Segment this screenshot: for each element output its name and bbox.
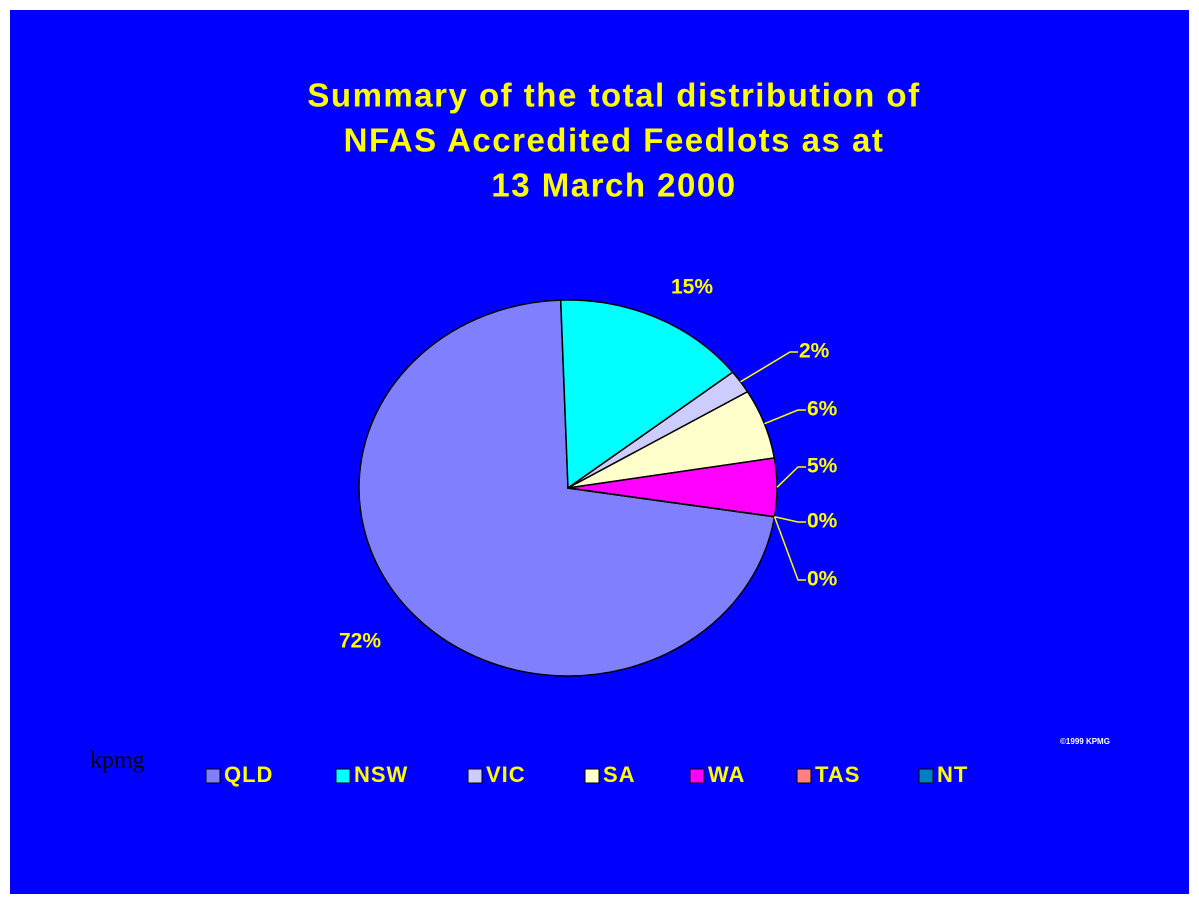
- brand: kpmg: [90, 748, 145, 774]
- leader-line: [774, 516, 806, 523]
- leader-line: [764, 409, 806, 425]
- pie-slice: [358, 299, 776, 677]
- legend-swatch: [205, 768, 221, 784]
- title-line: NFAS Accredited Feedlots as at: [344, 122, 885, 159]
- leader-line: [740, 351, 798, 383]
- copyright: ©1999 KPMG: [1060, 737, 1110, 746]
- data-label: 15%: [671, 276, 713, 299]
- data-label: 0%: [807, 510, 838, 533]
- title-line: 13 March 2000: [491, 167, 736, 204]
- legend-label: TAS: [815, 762, 860, 787]
- legend-swatch: [467, 768, 483, 784]
- data-label: 6%: [807, 398, 838, 421]
- leader-line: [773, 516, 806, 581]
- legend-label: VIC: [486, 762, 526, 787]
- legend-swatch: [335, 768, 351, 784]
- legend-label: NSW: [354, 762, 408, 787]
- legend-label: QLD: [224, 762, 273, 787]
- title-line: Summary of the total distribution of: [307, 77, 920, 114]
- title: Summary of the total distribution of NFAS…: [307, 77, 920, 204]
- legend-label: NT: [937, 762, 968, 787]
- data-label: 72%: [339, 630, 381, 653]
- data-label: 0%: [807, 568, 838, 591]
- data-label: 5%: [807, 455, 838, 478]
- data-label: 2%: [799, 340, 830, 363]
- pie-slice: [559, 299, 734, 490]
- legend-swatch: [584, 768, 600, 784]
- legend-label: SA: [603, 762, 636, 787]
- legend-label: WA: [708, 762, 745, 787]
- legend-swatch: [796, 768, 812, 784]
- leader-line: [776, 466, 806, 488]
- legend-swatch: [689, 768, 705, 784]
- legend-swatch: [918, 768, 934, 784]
